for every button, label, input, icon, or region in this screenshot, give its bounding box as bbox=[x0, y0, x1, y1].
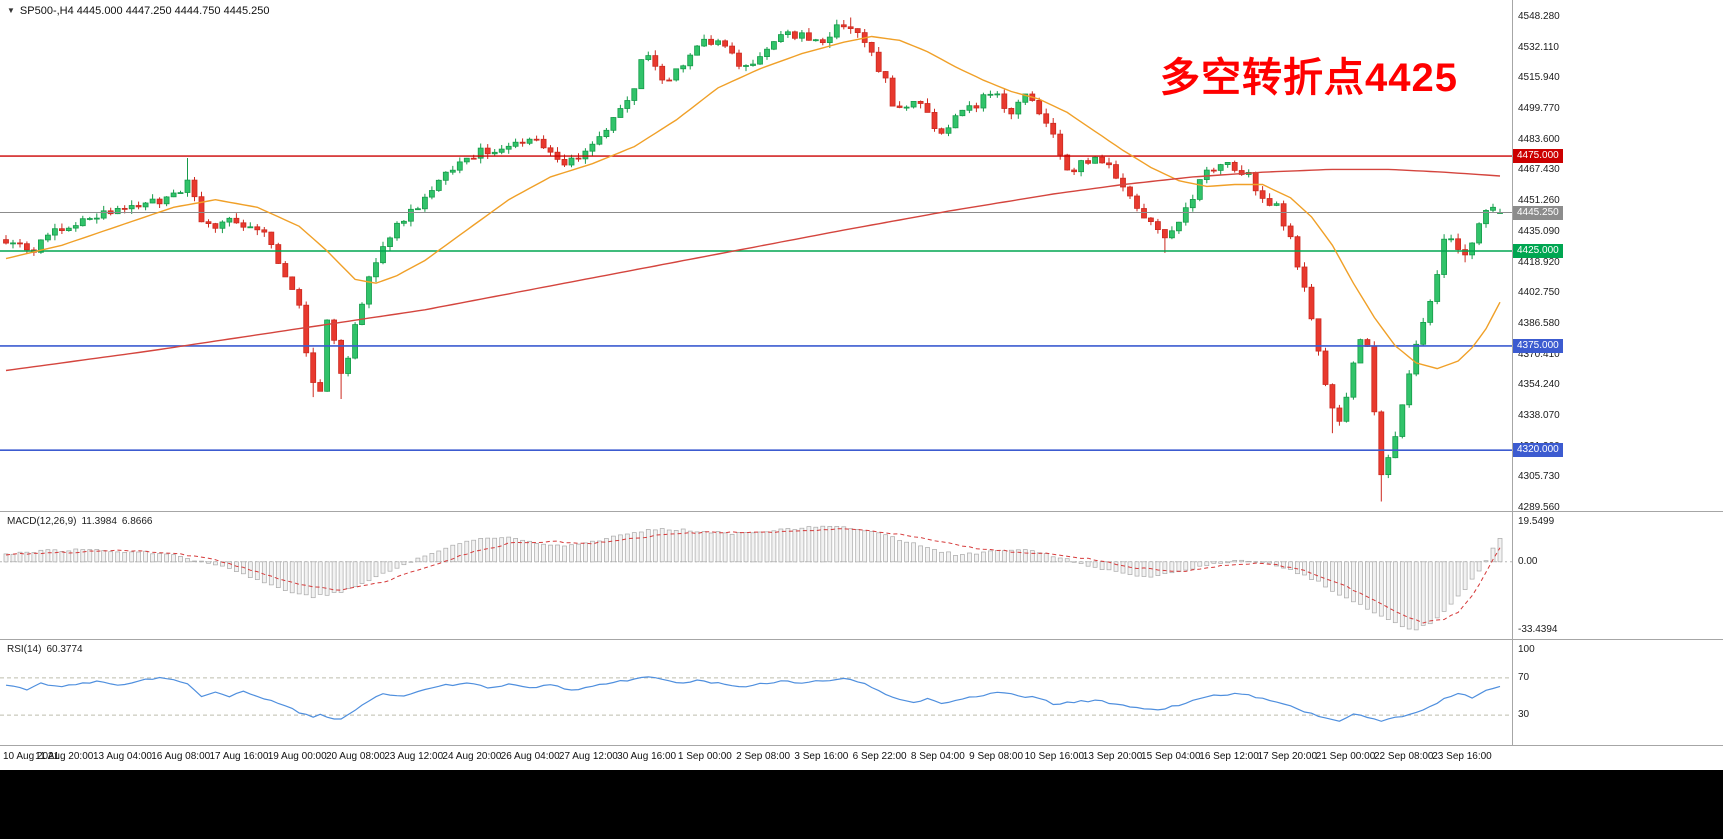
price-axis-label: 4305.730 bbox=[1518, 471, 1560, 482]
rsi-indicator-name: RSI(14) bbox=[7, 644, 42, 655]
time-axis-label: 11 Aug 20:00 bbox=[35, 751, 94, 762]
pane-separator[interactable] bbox=[0, 639, 1723, 640]
symbol-dropdown-icon[interactable]: ▼ bbox=[7, 6, 15, 15]
time-axis-label: 23 Sep 16:00 bbox=[1432, 751, 1492, 762]
price-level-badge: 4475.000 bbox=[1513, 149, 1563, 163]
chart-header: ▼ SP500-,H4 4445.000 4447.250 4444.750 44… bbox=[7, 5, 269, 17]
time-axis-label: 6 Sep 22:00 bbox=[852, 751, 907, 762]
time-axis-label: 9 Sep 08:00 bbox=[969, 751, 1024, 762]
time-axis-label: 8 Sep 04:00 bbox=[910, 751, 965, 762]
price-axis-label: 4515.940 bbox=[1518, 72, 1560, 83]
time-axis-label: 21 Sep 00:00 bbox=[1315, 751, 1376, 762]
price-axis-label: 4451.260 bbox=[1518, 195, 1560, 206]
time-axis[interactable]: 10 Aug 2021 11 Aug 20:00 13 Aug 04:00 16 Au… bbox=[0, 746, 1723, 770]
pane-separator bbox=[0, 745, 1723, 746]
rsi-panel-label: RSI(14) 60.3774 bbox=[7, 644, 88, 655]
time-axis-label: 20 Aug 08:00 bbox=[325, 751, 385, 762]
time-axis-label: 26 Aug 04:00 bbox=[500, 751, 560, 762]
price-level-badge: 4375.000 bbox=[1513, 339, 1563, 353]
bottom-bar bbox=[0, 770, 1723, 839]
price-axis-label: 4435.090 bbox=[1518, 226, 1560, 237]
time-axis-label: 27 Aug 12:00 bbox=[558, 751, 618, 762]
price-axis-label: 4289.560 bbox=[1518, 502, 1560, 513]
macd-signal-value: 6.8666 bbox=[121, 516, 153, 527]
price-axis-label: 4483.600 bbox=[1518, 134, 1560, 145]
time-axis-label: 23 Aug 12:00 bbox=[384, 751, 444, 762]
time-axis-label: 16 Sep 12:00 bbox=[1199, 751, 1259, 762]
time-axis-label: 13 Aug 04:00 bbox=[92, 751, 152, 762]
time-axis-label: 1 Sep 00:00 bbox=[677, 751, 732, 762]
price-level-badge: 4445.250 bbox=[1513, 206, 1563, 220]
time-axis-label: 17 Sep 20:00 bbox=[1257, 751, 1318, 762]
rsi-axis-label: 100 bbox=[1518, 644, 1535, 655]
time-axis-label: 3 Sep 16:00 bbox=[794, 751, 849, 762]
macd-main-value: 11.3984 bbox=[81, 516, 117, 527]
annotation-text[interactable]: 多空转折点4425 bbox=[1160, 56, 1458, 100]
price-axis-label: 4418.920 bbox=[1518, 257, 1560, 268]
rsi-value: 60.3774 bbox=[46, 644, 83, 655]
price-axis-label: 4467.430 bbox=[1518, 164, 1560, 175]
time-axis-label: 22 Sep 08:00 bbox=[1374, 751, 1434, 762]
time-axis-label: 16 Aug 08:00 bbox=[151, 751, 211, 762]
time-axis-label: 13 Sep 20:00 bbox=[1082, 751, 1143, 762]
price-axis-label: 4370.410 bbox=[1518, 349, 1560, 360]
time-axis-label: 19 Aug 00:00 bbox=[267, 751, 327, 762]
price-level-badge: 4320.000 bbox=[1513, 443, 1563, 457]
time-axis-label: 2 Sep 08:00 bbox=[736, 751, 791, 762]
price-axis-label: 4338.070 bbox=[1518, 410, 1560, 421]
price-axis-label: 4386.580 bbox=[1518, 318, 1560, 329]
pane-separator[interactable] bbox=[0, 511, 1723, 512]
fast-ma-line[interactable] bbox=[5, 35, 1501, 370]
price-axis-label: 4499.770 bbox=[1518, 103, 1560, 114]
price-axis-label: 4402.750 bbox=[1518, 287, 1560, 298]
time-axis-label: 30 Aug 16:00 bbox=[617, 751, 677, 762]
time-axis-label: 24 Aug 20:00 bbox=[442, 751, 502, 762]
rsi-axis-label: 70 bbox=[1518, 672, 1530, 683]
macd-axis-label: 19.5499 bbox=[1518, 516, 1555, 527]
slow-ma-line[interactable] bbox=[5, 168, 1501, 372]
time-axis-label: 15 Sep 04:00 bbox=[1141, 751, 1201, 762]
time-axis-label: 10 Sep 16:00 bbox=[1024, 751, 1085, 762]
price-axis-label: 4548.280 bbox=[1518, 11, 1560, 22]
rsi-axis-label: 30 bbox=[1518, 709, 1530, 720]
price-axis[interactable]: 4548.280 4532.110 4515.940 4499.770 4483.600… bbox=[1513, 0, 1723, 770]
macd-pane-canvas[interactable] bbox=[0, 512, 1512, 639]
price-axis-label: 4532.110 bbox=[1518, 42, 1559, 53]
price-pane-canvas[interactable] bbox=[0, 0, 1512, 511]
price-axis-label: 4354.240 bbox=[1518, 379, 1560, 390]
chart-title: SP500-,H4 4445.000 4447.250 4444.750 444… bbox=[19, 5, 270, 17]
macd-axis-label: -33.4394 bbox=[1518, 624, 1558, 635]
macd-panel-label: MACD(12,26,9) 11.3984 6.8666 bbox=[7, 516, 157, 527]
time-axis-label: 10 Aug 2021 bbox=[3, 751, 60, 762]
macd-indicator-name: MACD(12,26,9) bbox=[7, 516, 77, 527]
macd-axis-label: 0.00 bbox=[1518, 556, 1538, 567]
time-axis-label: 17 Aug 16:00 bbox=[209, 751, 269, 762]
price-axis-separator bbox=[1512, 0, 1513, 770]
price-level-badge: 4425.000 bbox=[1513, 244, 1563, 258]
rsi-pane-canvas[interactable] bbox=[0, 640, 1512, 745]
